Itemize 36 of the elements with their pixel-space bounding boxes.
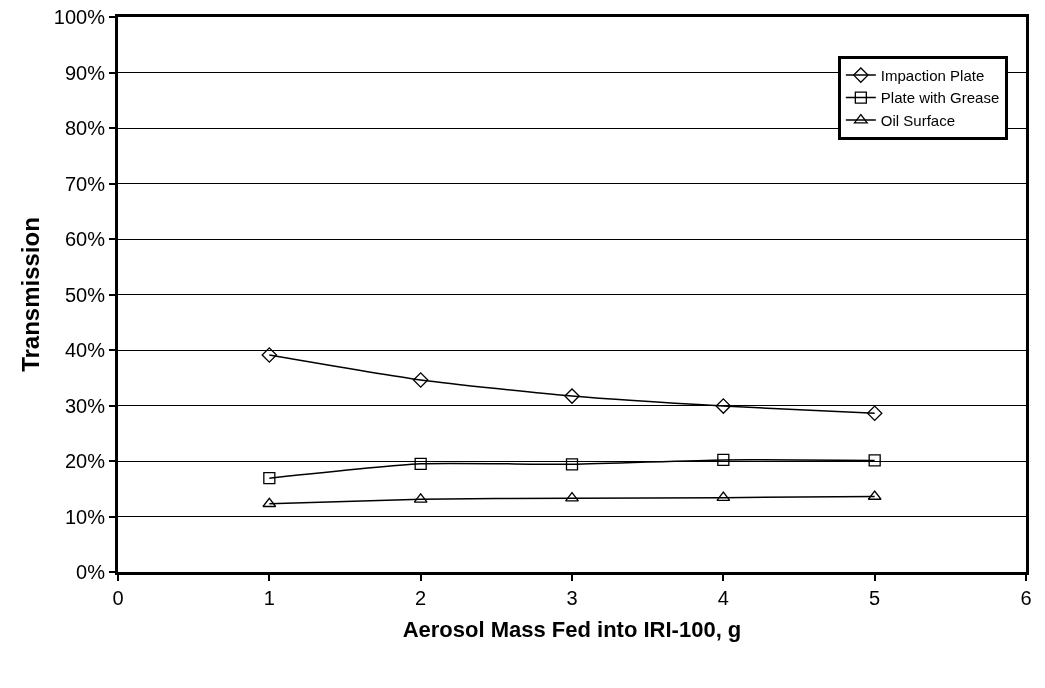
legend-label: Oil Surface [880,111,956,129]
point [565,492,579,502]
point [866,405,883,422]
point [414,457,427,470]
x-tick-label: 0 [112,587,124,609]
y-tick-label: 70% [64,172,106,195]
point [263,472,276,485]
y-tick-label: 30% [64,394,106,417]
point [564,388,580,404]
point [717,453,730,467]
y-tick-label: 80% [64,117,106,139]
x-tick-label: 3 [566,587,578,609]
point [868,454,881,467]
y-axis-title: Transmission [16,217,44,372]
point [261,347,278,363]
point [716,491,731,502]
point [262,497,277,508]
x-axis-title: Aerosol Mass Fed into IRI-100, g [402,616,742,642]
point [412,372,429,388]
y-tick-label: 40% [64,339,106,361]
x-tick-label: 2 [415,587,427,609]
y-tick-label: 50% [64,283,106,306]
x-tick-label: 5 [869,587,881,609]
legend-label: Plate with Grease [880,89,1000,107]
y-tick-label: 100% [53,6,106,28]
legend-label: Impaction Plate [880,66,985,84]
x-tick-label: 4 [717,587,729,609]
x-tick-label: 1 [263,587,275,609]
y-tick-label: 10% [64,505,106,528]
point [565,458,579,471]
y-tick-label: 60% [64,228,106,250]
point [715,398,732,414]
y-tick-label: 20% [64,450,106,472]
y-tick-label: 90% [64,61,106,84]
y-tick-label: 0% [76,561,106,583]
x-tick-label: 6 [1020,587,1032,609]
